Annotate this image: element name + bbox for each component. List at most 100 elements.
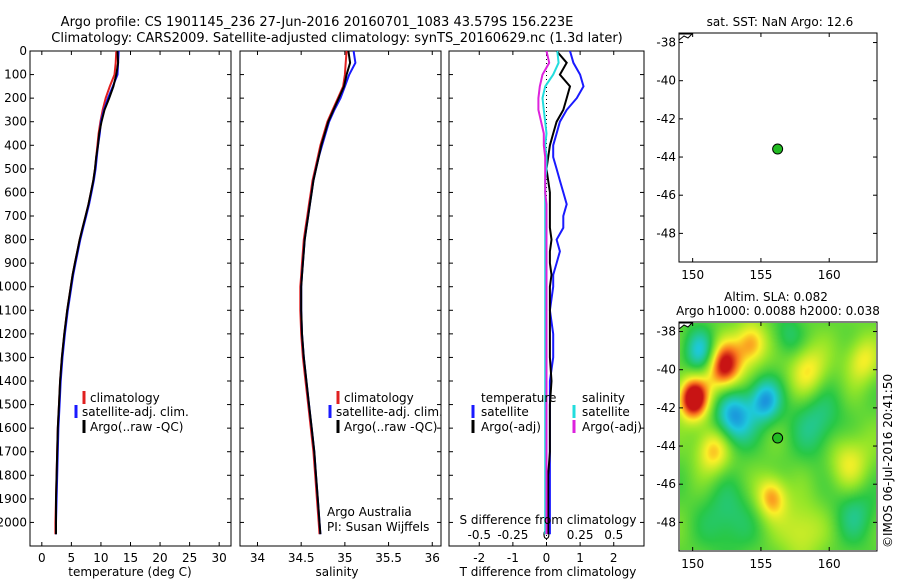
y-tick-label: 0 — [19, 44, 27, 58]
series-line-salinity-argo-adj — [537, 51, 551, 535]
legend-label-argo: Argo(..raw -QC) — [344, 420, 437, 434]
salinity-panel: 34 34.5 35 35.5 36 climatology satellite-adj… — [239, 50, 443, 579]
y-tick-label: 300 — [4, 115, 27, 129]
t-difference-x-label: T difference from climatology — [459, 565, 637, 579]
y-tick-label: 1600 — [0, 421, 27, 435]
header-title-line2: Climatology: CARS2009. Satellite-adjuste… — [51, 31, 623, 46]
series-line-argo-raw-qc — [300, 51, 352, 535]
s-tick-label: 0.5 — [604, 528, 623, 542]
s-tick-label: 0 — [543, 528, 551, 542]
legend-label-satellite: satellite-adj. clim. — [336, 405, 443, 419]
difference-series — [537, 51, 585, 535]
map-x-tick-label: 160 — [818, 268, 841, 282]
salinity-plot-frame — [239, 50, 442, 547]
legend-label-climatology: climatology — [344, 391, 414, 405]
s-difference-x-label: S difference from climatology — [460, 513, 637, 527]
x-tick-label: 0 — [38, 551, 46, 565]
header-title-line1: Argo profile: CS 1901145_236 27-Jun-2016… — [61, 15, 574, 30]
x-tick-label: 34.5 — [288, 551, 315, 565]
map-y-tick-label: -38 — [656, 325, 676, 339]
temperature-plot-frame — [29, 50, 232, 547]
series-line-temperature-argo-adj — [545, 51, 572, 535]
y-tick-label: 1800 — [0, 468, 27, 482]
y-tick-label: 400 — [4, 138, 27, 152]
x-tick-label: -2 — [473, 551, 485, 565]
map-y-tick-label: -38 — [656, 36, 676, 50]
map-y-tick-label: -40 — [656, 363, 676, 377]
x-tick-label: 15 — [123, 551, 138, 565]
y-tick-label: 200 — [4, 91, 27, 105]
attribution-line1: Argo Australia — [327, 505, 412, 519]
coastline-icon — [678, 322, 694, 331]
s-tick-label: -0.5 — [468, 528, 491, 542]
x-tick-label: 5 — [68, 551, 76, 565]
y-tick-label: 1700 — [0, 445, 27, 459]
temperature-x-axis: 0 5 10 15 20 25 30 — [38, 51, 227, 565]
imos-watermark: ©IMOS 06-Jul-2016 20:41:50 — [881, 374, 895, 548]
legend-label-temperature-argo: Argo(-adj) — [481, 420, 541, 434]
map-x-tick-label: 150 — [681, 557, 704, 571]
x-tick-label: 36 — [425, 551, 440, 565]
x-tick-label: 20 — [152, 551, 167, 565]
x-tick-label: 25 — [182, 551, 197, 565]
temperature-series — [54, 51, 120, 535]
y-tick-label: 700 — [4, 209, 27, 223]
sla-map-panel: Altim. SLA: 0.082 Argo h1000: 0.0088 h20… — [656, 290, 895, 571]
sst-map-panel: sat. SST: NaN Argo: 12.6 150 155 160 -38 -40… — [656, 15, 878, 282]
attribution-line2: PI: Susan Wijffels — [327, 520, 429, 534]
salinity-x-label: salinity — [315, 565, 358, 579]
x-tick-label: -1 — [507, 551, 519, 565]
series-line-argo-raw-qc — [55, 51, 120, 535]
y-tick-label: 800 — [4, 233, 27, 247]
argo-float-location-marker — [772, 143, 784, 155]
map-x-tick-label: 150 — [681, 268, 704, 282]
y-tick-label: 900 — [4, 256, 27, 270]
map-x-tick-label: 160 — [818, 557, 841, 571]
y-tick-label: 1400 — [0, 374, 27, 388]
temperature-panel: 0100200300400500600700800900100011001200… — [0, 44, 232, 579]
map-y-tick-label: -42 — [656, 112, 676, 126]
sst-map-markers — [772, 143, 784, 155]
map-y-tick-label: -44 — [656, 150, 676, 164]
argo-float-location-marker — [772, 432, 784, 444]
series-line-salinity-satellite — [541, 51, 560, 535]
y-tick-label: 500 — [4, 162, 27, 176]
x-tick-label: 1 — [576, 551, 584, 565]
y-tick-label: 1200 — [0, 327, 27, 341]
s-tick-label: 0.25 — [567, 528, 594, 542]
map-y-tick-label: -48 — [656, 226, 676, 240]
temperature-x-label: temperature (deg C) — [68, 565, 191, 579]
x-tick-label: 35.5 — [375, 551, 402, 565]
sst-map-title: sat. SST: NaN Argo: 12.6 — [707, 15, 854, 29]
y-tick-label: 2000 — [0, 515, 27, 529]
salinity-x-axis: 34 34.5 35 35.5 36 — [250, 51, 440, 565]
coastline-icon — [678, 33, 694, 42]
map-y-tick-label: -46 — [656, 477, 676, 491]
legend-label-salinity-satellite: satellite — [582, 405, 630, 419]
x-tick-label: 35 — [337, 551, 352, 565]
y-tick-label: 1300 — [0, 350, 27, 364]
salinity-legend: climatology satellite-adj. clim. Argo(..… — [328, 391, 443, 434]
x-tick-label: 10 — [93, 551, 108, 565]
map-y-tick-label: -40 — [656, 74, 676, 88]
difference-legend: temperature salinity satellite Argo(-adj… — [471, 391, 642, 434]
sla-map-title: Altim. SLA: 0.082 — [724, 290, 828, 304]
s-tick-label: -0.25 — [497, 528, 528, 542]
map-y-tick-label: -48 — [656, 515, 676, 529]
map-y-tick-label: -44 — [656, 439, 676, 453]
difference-depth-ticks — [449, 50, 644, 523]
y-tick-label: 100 — [4, 68, 27, 82]
sla-map-axes: 150 155 160 -38 -40 -42 -44 -46 -48 — [656, 322, 877, 571]
sst-map-axes: 150 155 160 -38 -40 -42 -44 -46 -48 — [656, 33, 877, 282]
legend-label-satellite: satellite-adj. clim. — [82, 405, 189, 419]
x-tick-label: 2 — [610, 551, 618, 565]
map-x-tick-label: 155 — [749, 268, 772, 282]
x-tick-label: 30 — [212, 551, 227, 565]
legend-label-argo: Argo(..raw -QC) — [90, 420, 183, 434]
salinity-depth-ticks — [240, 50, 441, 523]
sla-map-markers — [772, 432, 784, 444]
salinity-series — [299, 51, 357, 535]
legend-label-salinity-argo: Argo(-adj) — [582, 420, 642, 434]
y-tick-label: 600 — [4, 185, 27, 199]
